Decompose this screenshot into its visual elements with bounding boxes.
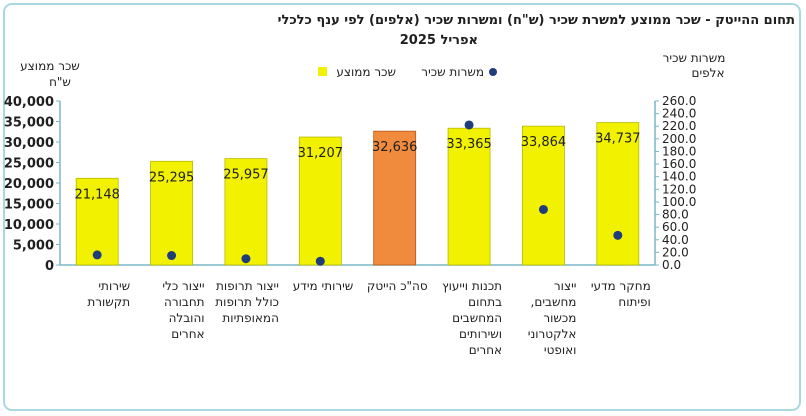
right-tick-label: 140.0 [662, 170, 696, 184]
bar-value-labels: 21,148 25,295 25,957 31,207 32,636 33,365 33,8… [74, 132, 640, 203]
category-label-line: שירותי [98, 279, 130, 293]
right-tick-label: 240.0 [662, 107, 696, 121]
right-tick-label: 180.0 [662, 144, 696, 158]
jobs-dot [613, 230, 623, 240]
category-label: שירותי תקשורת [87, 279, 130, 309]
category-label-line: המחשבים [452, 311, 502, 325]
wage-bar [596, 122, 640, 266]
category-label-line: המאופתיות [222, 311, 279, 325]
wage-value-label: 32,636 [372, 140, 418, 155]
wage-bar [373, 130, 417, 266]
category-label-line: שירותי מידע [293, 279, 354, 293]
category-label-line: ושירותים [459, 327, 502, 341]
category-label-line: ייצור כלי [162, 279, 204, 293]
category-label: ייצור כלי תחבורה והובלה אחרים [162, 279, 204, 341]
category-label-line: מחקר מדעי [591, 279, 651, 293]
right-axis-ticks: 0.020.040.060.080.0100.0120.0140.0160.01… [655, 94, 696, 272]
wage-value-label: 25,957 [223, 168, 269, 183]
left-tick-label: 25,000 [4, 157, 54, 172]
left-tick-label: 10,000 [4, 218, 54, 233]
chart-title-line1: תחום ההייטק - שכר ממוצע למשרת שכיר (ש"ח)… [278, 13, 795, 28]
jobs-dot [241, 254, 251, 264]
wage-bar [298, 136, 342, 266]
category-label-line: תחבורה [164, 295, 205, 309]
right-tick-label: 160.0 [662, 157, 696, 171]
left-tick-label: 20,000 [4, 177, 54, 192]
right-tick-label: 0.0 [662, 258, 681, 272]
bars [75, 122, 640, 266]
legend-bar-label: שכר ממוצע [336, 65, 396, 79]
jobs-dots [92, 120, 623, 266]
legend: משרות שכיר שכר ממוצע [318, 65, 497, 79]
right-tick-label: 60.0 [662, 220, 689, 234]
category-label-line: אחרים [171, 327, 204, 341]
wage-value-label: 25,295 [149, 170, 195, 185]
category-label-line: כולל תרופות [215, 295, 279, 309]
category-label-line: מחשבים, [531, 295, 577, 309]
left-tick-label: 5,000 [13, 239, 54, 254]
wage-value-label: 34,737 [595, 132, 641, 147]
left-tick-label: 30,000 [4, 136, 54, 151]
category-label-line: תכנות וייעוץ [442, 279, 502, 293]
jobs-dot [315, 256, 325, 266]
right-tick-label: 40.0 [662, 233, 689, 247]
category-label: מחקר מדעי ופיתוח [591, 279, 651, 309]
category-label-line: ייצור [554, 279, 577, 293]
left-tick-label: 15,000 [4, 198, 54, 213]
wage-bar [224, 158, 268, 266]
category-label-line: מכשור [543, 311, 576, 325]
left-tick-label: 40,000 [4, 95, 54, 110]
right-tick-label: 200.0 [662, 132, 696, 146]
right-tick-label: 120.0 [662, 182, 696, 196]
legend-bar-marker [318, 67, 327, 76]
category-label: ייצור תרופות כולל תרופות המאופתיות [215, 279, 279, 325]
category-label-line: סה"כ הייטק [367, 279, 428, 293]
category-label: תכנות וייעוץ בתחום המחשבים ושירותים אחרים [442, 279, 502, 357]
left-tick-label: 35,000 [4, 116, 54, 131]
left-axis-label-line1: שכר ממוצע [20, 59, 80, 73]
category-label-line: ופיתוח [618, 295, 650, 309]
legend-dot-marker [489, 68, 497, 76]
right-tick-label: 20.0 [662, 245, 689, 259]
category-label-line: בתחום [468, 295, 502, 309]
left-axis-label-line2: ש"ח [49, 75, 71, 89]
right-tick-label: 220.0 [662, 119, 696, 133]
wage-value-label: 33,864 [521, 135, 567, 150]
category-label: שירותי מידע [293, 279, 354, 293]
wage-bar [150, 160, 193, 266]
category-label-line: ייצור תרופות [216, 279, 279, 293]
category-label: סה"כ הייטק [367, 279, 428, 293]
category-label-line: תקשורת [87, 295, 130, 309]
category-label: ייצור מחשבים, מכשור אלקטרוני ואופטי [528, 279, 577, 357]
right-axis-label-line1: משרות שכיר [663, 51, 726, 65]
jobs-dot [464, 120, 474, 130]
category-label-line: ואופטי [544, 343, 577, 357]
right-tick-label: 260.0 [662, 94, 696, 108]
category-label-line: אחרים [469, 343, 502, 357]
jobs-dot [538, 204, 548, 214]
right-tick-label: 80.0 [662, 208, 689, 222]
wage-value-label: 21,148 [74, 187, 120, 202]
jobs-dot [92, 250, 102, 260]
right-axis-label-line2: אלפים [692, 66, 725, 80]
left-tick-label: 0 [45, 259, 54, 274]
wage-bar [447, 127, 491, 266]
legend-dot-label: משרות שכיר [421, 65, 484, 79]
wage-value-label: 31,207 [298, 146, 344, 161]
right-tick-label: 100.0 [662, 195, 696, 209]
left-axis-ticks: 0 5,000 10,000 15,000 20,000 25,000 30,000 35,0… [4, 95, 60, 274]
wage-value-label: 33,365 [446, 137, 492, 152]
category-label-line: והובלה [169, 311, 205, 325]
wage-bar [522, 125, 565, 266]
category-label-line: אלקטרוני [528, 327, 577, 341]
chart-title-line2: אפריל 2025 [400, 33, 478, 48]
jobs-dot [167, 251, 177, 261]
